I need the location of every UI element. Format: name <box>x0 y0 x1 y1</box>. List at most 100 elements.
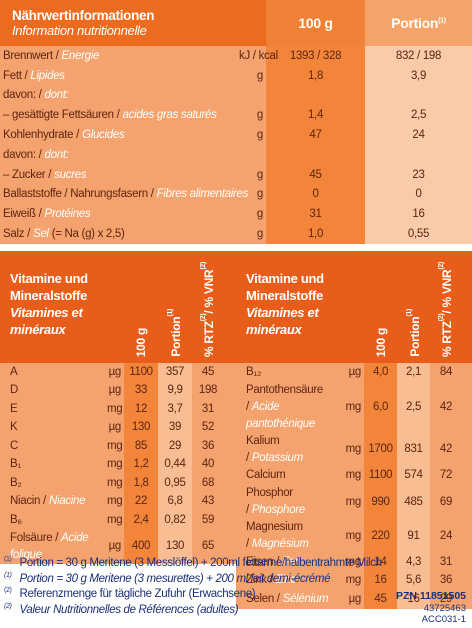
per-100g-cell: 45 <box>266 164 365 185</box>
pct-part: % RTZ <box>440 321 455 357</box>
per-portion-cell: 0,82 <box>158 511 193 530</box>
unit: g <box>256 109 263 122</box>
vitamin-header: Vitamine und Mineralstoffe Vitamines et m… <box>0 251 237 363</box>
per-100g-cell: 400 <box>124 529 159 564</box>
pct-cell: 198 <box>192 381 225 400</box>
per-100g-cell <box>266 85 365 106</box>
label-de: Eiweiß / <box>3 208 42 221</box>
col-pct-label: % RTZ(2)/ % VNR(2) <box>200 262 216 357</box>
label-fr: Lipides <box>30 69 65 82</box>
pct: 65 <box>201 540 215 552</box>
per-100g: 31 <box>309 208 322 221</box>
per-100g: 2,4 <box>133 513 149 526</box>
vitamin-row: Phosphor / Phosphore mg 990 485 69 <box>236 485 472 519</box>
pad <box>224 251 237 363</box>
name-cell: C <box>0 437 104 456</box>
nutrition-row: Brennwert / Energie kJ / kcal 1393 / 328 832… <box>0 46 472 66</box>
pct-cell: 40 <box>192 455 225 474</box>
label-cell: Brennwert / Energie <box>0 46 236 66</box>
pct-part: % RTZ <box>202 321 217 357</box>
pct-cell: 42 <box>430 432 463 467</box>
pct-cell: 68 <box>192 474 225 493</box>
pad <box>224 455 237 474</box>
unit: mg <box>107 476 123 489</box>
pct-cell: 43 <box>192 492 225 511</box>
per-portion: 4,3 <box>405 555 422 568</box>
per-portion-cell: 16 <box>365 204 472 225</box>
name: A <box>10 365 18 378</box>
label-fr: acides gras saturés <box>122 109 217 122</box>
pct-cell: 36 <box>192 437 225 456</box>
unit-cell: mg <box>342 519 365 553</box>
per-100g: 1,0 <box>307 228 324 241</box>
unit: mg <box>107 439 123 452</box>
per-portion: 2,5 <box>405 400 422 413</box>
per-100g-cell: 6,0 <box>364 381 398 433</box>
pct: 84 <box>439 365 453 378</box>
vitamin-row: B₂ mg 1,8 0,95 68 <box>0 474 237 493</box>
pct-cell: 84 <box>430 363 463 382</box>
unit-cell: mg <box>342 485 365 519</box>
name: Pantothensäure / <box>246 383 324 413</box>
per-100g: 85 <box>134 439 148 452</box>
pct: 42 <box>439 443 453 455</box>
nutrition-row: – gesättigte Fettsäuren / acides gras sat… <box>0 105 472 126</box>
pad <box>462 485 472 519</box>
name-fr: Phosphore <box>251 504 305 516</box>
per-portion-cell: 3,9 <box>365 65 472 86</box>
name-cell: B₆ <box>0 511 104 530</box>
vitamin-row: Selen / Sélénium µg 45 16 29 <box>236 590 472 609</box>
name: B₆ <box>10 513 22 526</box>
pad <box>462 553 472 572</box>
per-portion-cell: 24 <box>365 125 472 145</box>
unit-cell: mg <box>104 400 125 419</box>
header-title-cell: Nährwertinformationen Information nutriti… <box>0 0 266 46</box>
nutrition-row: davon: / dont: <box>0 85 472 106</box>
per-portion: 9,9 <box>167 384 183 397</box>
name: B₁₂ <box>246 365 262 378</box>
unit-cell: µg <box>104 529 125 564</box>
title-fr: Vitamines et minéraux <box>10 305 83 337</box>
name-cell: Niacin / Niacine <box>0 492 104 511</box>
per-portion-cell: 4,3 <box>397 553 431 572</box>
unit-cell: g <box>236 204 266 225</box>
name-cell: Zink / Zinc <box>236 571 342 590</box>
per-100g-cell: 85 <box>124 437 159 456</box>
vitamin-row: B₆ mg 2,4 0,82 59 <box>0 511 237 530</box>
footnote-mark: (1) <box>4 556 12 563</box>
unit-cell: µg <box>342 363 365 382</box>
per-100g-cell: 14 <box>364 553 398 572</box>
per-100g: 1,8 <box>133 476 149 489</box>
vitamin-row: B₁ mg 1,2 0,44 40 <box>0 455 237 474</box>
unit: µg <box>348 365 362 378</box>
per-portion-cell: 6,8 <box>158 492 193 511</box>
per-100g: 1700 <box>368 443 393 455</box>
name: Kalium / <box>246 434 280 464</box>
per-portion: 574 <box>404 469 423 482</box>
per-100g-cell: 1,2 <box>124 455 159 474</box>
unit-cell: kJ / kcal <box>236 46 278 66</box>
name: Calcium <box>246 469 286 482</box>
pct-cell: 31 <box>430 553 463 572</box>
per-100g: 1,2 <box>133 458 149 471</box>
pad <box>462 363 472 382</box>
footnote-text: Valeur Nutritionnelles de Références (ad… <box>19 603 239 616</box>
label-suffix: (= Na (g) x 2,5) <box>51 228 125 241</box>
vitamin-row: Kalium / Potassium mg 1700 831 42 <box>236 432 472 467</box>
pct-cell: 24 <box>430 519 463 553</box>
per-100g-cell: 33 <box>124 381 159 400</box>
vitamin-body: Vitamine und Mineralstoffe Vitamines et m… <box>236 251 472 609</box>
code: 43725463 <box>423 603 466 614</box>
label-de: Kohlenhydrate / <box>3 129 80 142</box>
unit: mg <box>345 443 362 455</box>
code: PZN 11851505 <box>395 590 466 602</box>
per-portion-cell: 2,5 <box>365 105 472 126</box>
unit-cell: µg <box>342 590 365 609</box>
title-fr: Information nutritionnelle <box>12 23 147 38</box>
note-mark: (1) <box>438 17 446 25</box>
header-100g: 100 g <box>266 0 365 46</box>
nutrition-table: Nährwertinformationen Information nutriti… <box>0 0 472 244</box>
